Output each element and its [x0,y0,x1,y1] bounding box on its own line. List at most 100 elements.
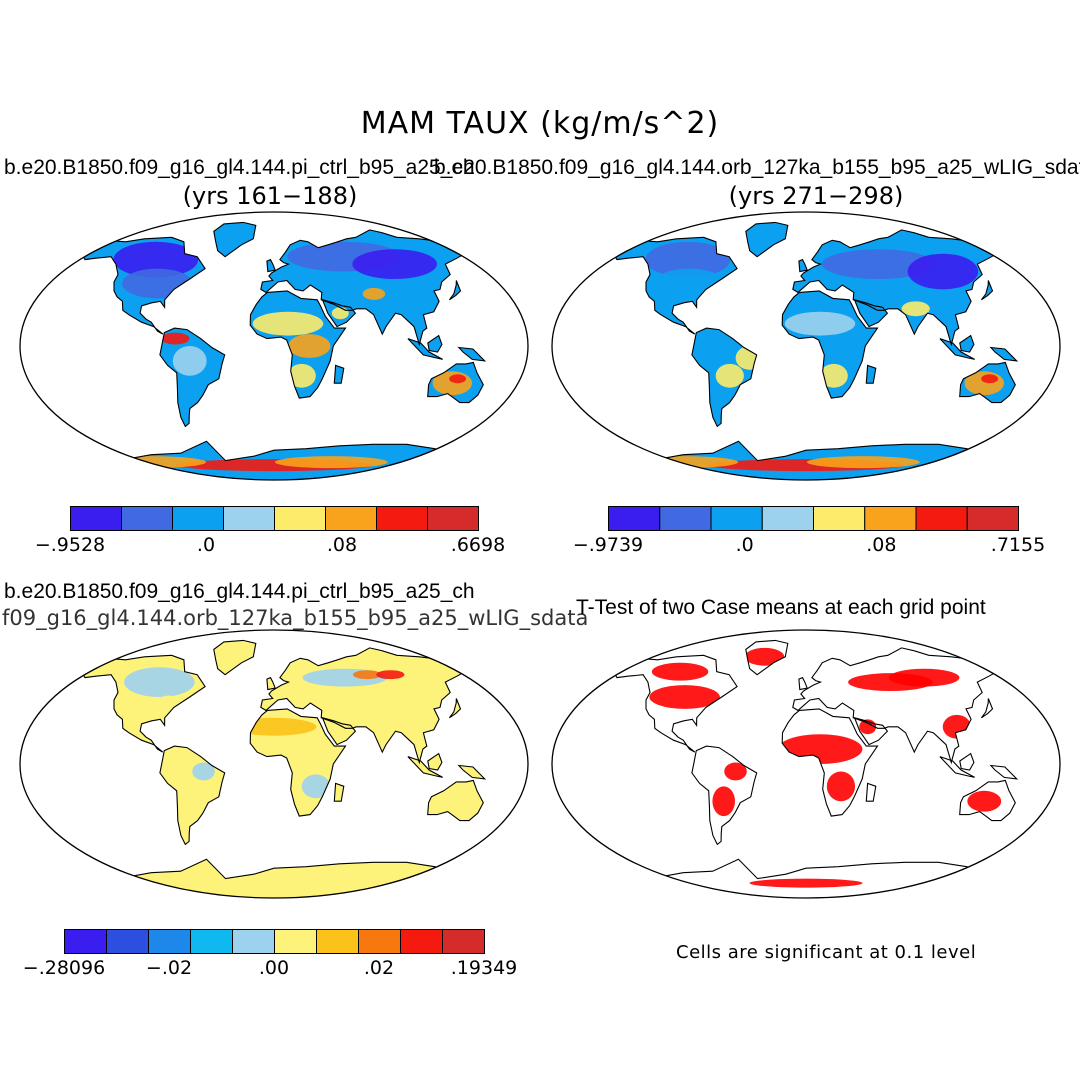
colorbar-swatch [710,506,763,531]
colorbar-swatch [232,929,275,954]
coastline-borneo [427,752,443,771]
colorbar-tick-label: .08 [326,534,358,556]
panel2-years: (yrs 271−298) [728,182,904,210]
field-patch [625,456,739,469]
field-patch [819,363,848,388]
colorbar-swatch [659,506,712,531]
colorbar-ctrl: −.9528 .0 .08 .6698 [35,506,505,570]
colorbar-swatch [64,929,107,954]
colorbar-swatch [223,506,275,531]
field-patch [172,346,207,376]
coastline-australia [427,779,484,822]
colorbar-swatch [813,506,866,531]
colorbar-swatch [915,506,968,531]
field-patch [724,762,747,781]
field-patch [967,790,1002,812]
field-patch [826,771,856,802]
field-patch [744,647,785,666]
coastline-indonesia [407,756,443,778]
colorbar-tick-label: .19349 [450,957,518,979]
colorbar-swatch [376,506,428,531]
panel2-case-name: b.e20.B1850.f09_g16_gl4.144.orb_127ka_b1… [434,156,1080,179]
field-patch [376,670,405,680]
coastline-new-guinea [989,346,1019,362]
coastline-south-america [691,327,758,428]
coastline-africa [781,290,879,399]
coastline-borneo [959,334,975,353]
coastline-japan [448,698,462,719]
map-border [551,211,1061,481]
colorbar-swatch [172,506,224,531]
coastline-australia [427,361,484,404]
map-border [551,629,1061,899]
figure-title: MAM TAUX (kg/m/s^2) [360,106,720,141]
field-patch [907,253,979,290]
field-patch [352,670,382,680]
panel3-diff-subtitle: f09_g16_gl4.144.orb_127ka_b155_b95_a25_w… [2,606,589,630]
coastline-borneo [959,752,975,771]
coastline-south-america [159,745,226,846]
coastline-eurasia [260,229,474,347]
field-patch [888,668,960,687]
coastline-africa [249,708,347,817]
field-patch [401,704,445,735]
field-patch [104,875,444,891]
colorbar-tick-label: −.02 [145,957,193,979]
field-patch [435,789,470,814]
field-patch [252,311,324,336]
field-patch [362,287,386,300]
coastline-indonesia [939,338,975,360]
field-patch [287,363,316,388]
field-patch [124,667,195,697]
colorbar-swatch [442,929,485,954]
field-patch [749,878,863,888]
coastline-uk [798,258,808,273]
coastline-borneo [427,334,443,353]
colorbar-tick-label: .08 [866,534,897,556]
map-panel-ttest [551,629,1061,899]
colorbar-tick-label: −.9739 [572,534,644,556]
coastline-japan [980,280,994,301]
field-patch [806,456,920,469]
panel1-years: (yrs 161−188) [182,182,358,210]
field-patch [331,307,349,320]
colorbar-swatch [761,506,814,531]
field-patch [301,774,331,799]
map-border [19,629,529,899]
colorbar-tick-label: .0 [735,534,754,556]
colorbar-swatch [148,929,191,954]
field-patch [93,456,207,469]
coastline-japan [448,280,462,301]
coastline-south-america [159,327,226,428]
colorbar-swatch [274,506,326,531]
field-patch [192,762,215,781]
coastline-australia [959,779,1016,822]
colorbar-swatch [325,506,377,531]
panel3-case-name: b.e20.B1850.f09_g16_gl4.144.pi_ctrl_b95_… [4,580,475,603]
field-patch [645,241,731,278]
colorbar-swatch [274,929,317,954]
colorbar-tick-label: −.28096 [22,957,106,979]
colorbar-tick-label: .0 [196,534,216,556]
field-patch [649,685,720,709]
coastline-eurasia [260,647,474,765]
coastline-eurasia [792,229,1006,347]
field-patch [113,241,199,278]
field-patch [981,374,999,384]
colorbar-swatch [316,929,359,954]
field-patch [821,249,935,279]
field-patch [784,311,856,336]
colorbar-tick-label: .00 [258,957,290,979]
coastline-north-america [81,236,206,335]
coastline-uk [798,676,808,691]
coastline-arabia [853,298,889,328]
colorbar-swatch [70,506,122,531]
coastline-arabia [321,298,357,328]
coastline-south-america [691,745,758,846]
coastline-greenland [213,639,257,676]
colorbar-difference: −.28096 −.02 .00 .02 .19349 [23,929,517,993]
colorbar-swatch [864,506,917,531]
colorbar-swatch [358,929,401,954]
coastline-greenland [745,221,789,258]
colorbar-swatch [966,506,1019,531]
